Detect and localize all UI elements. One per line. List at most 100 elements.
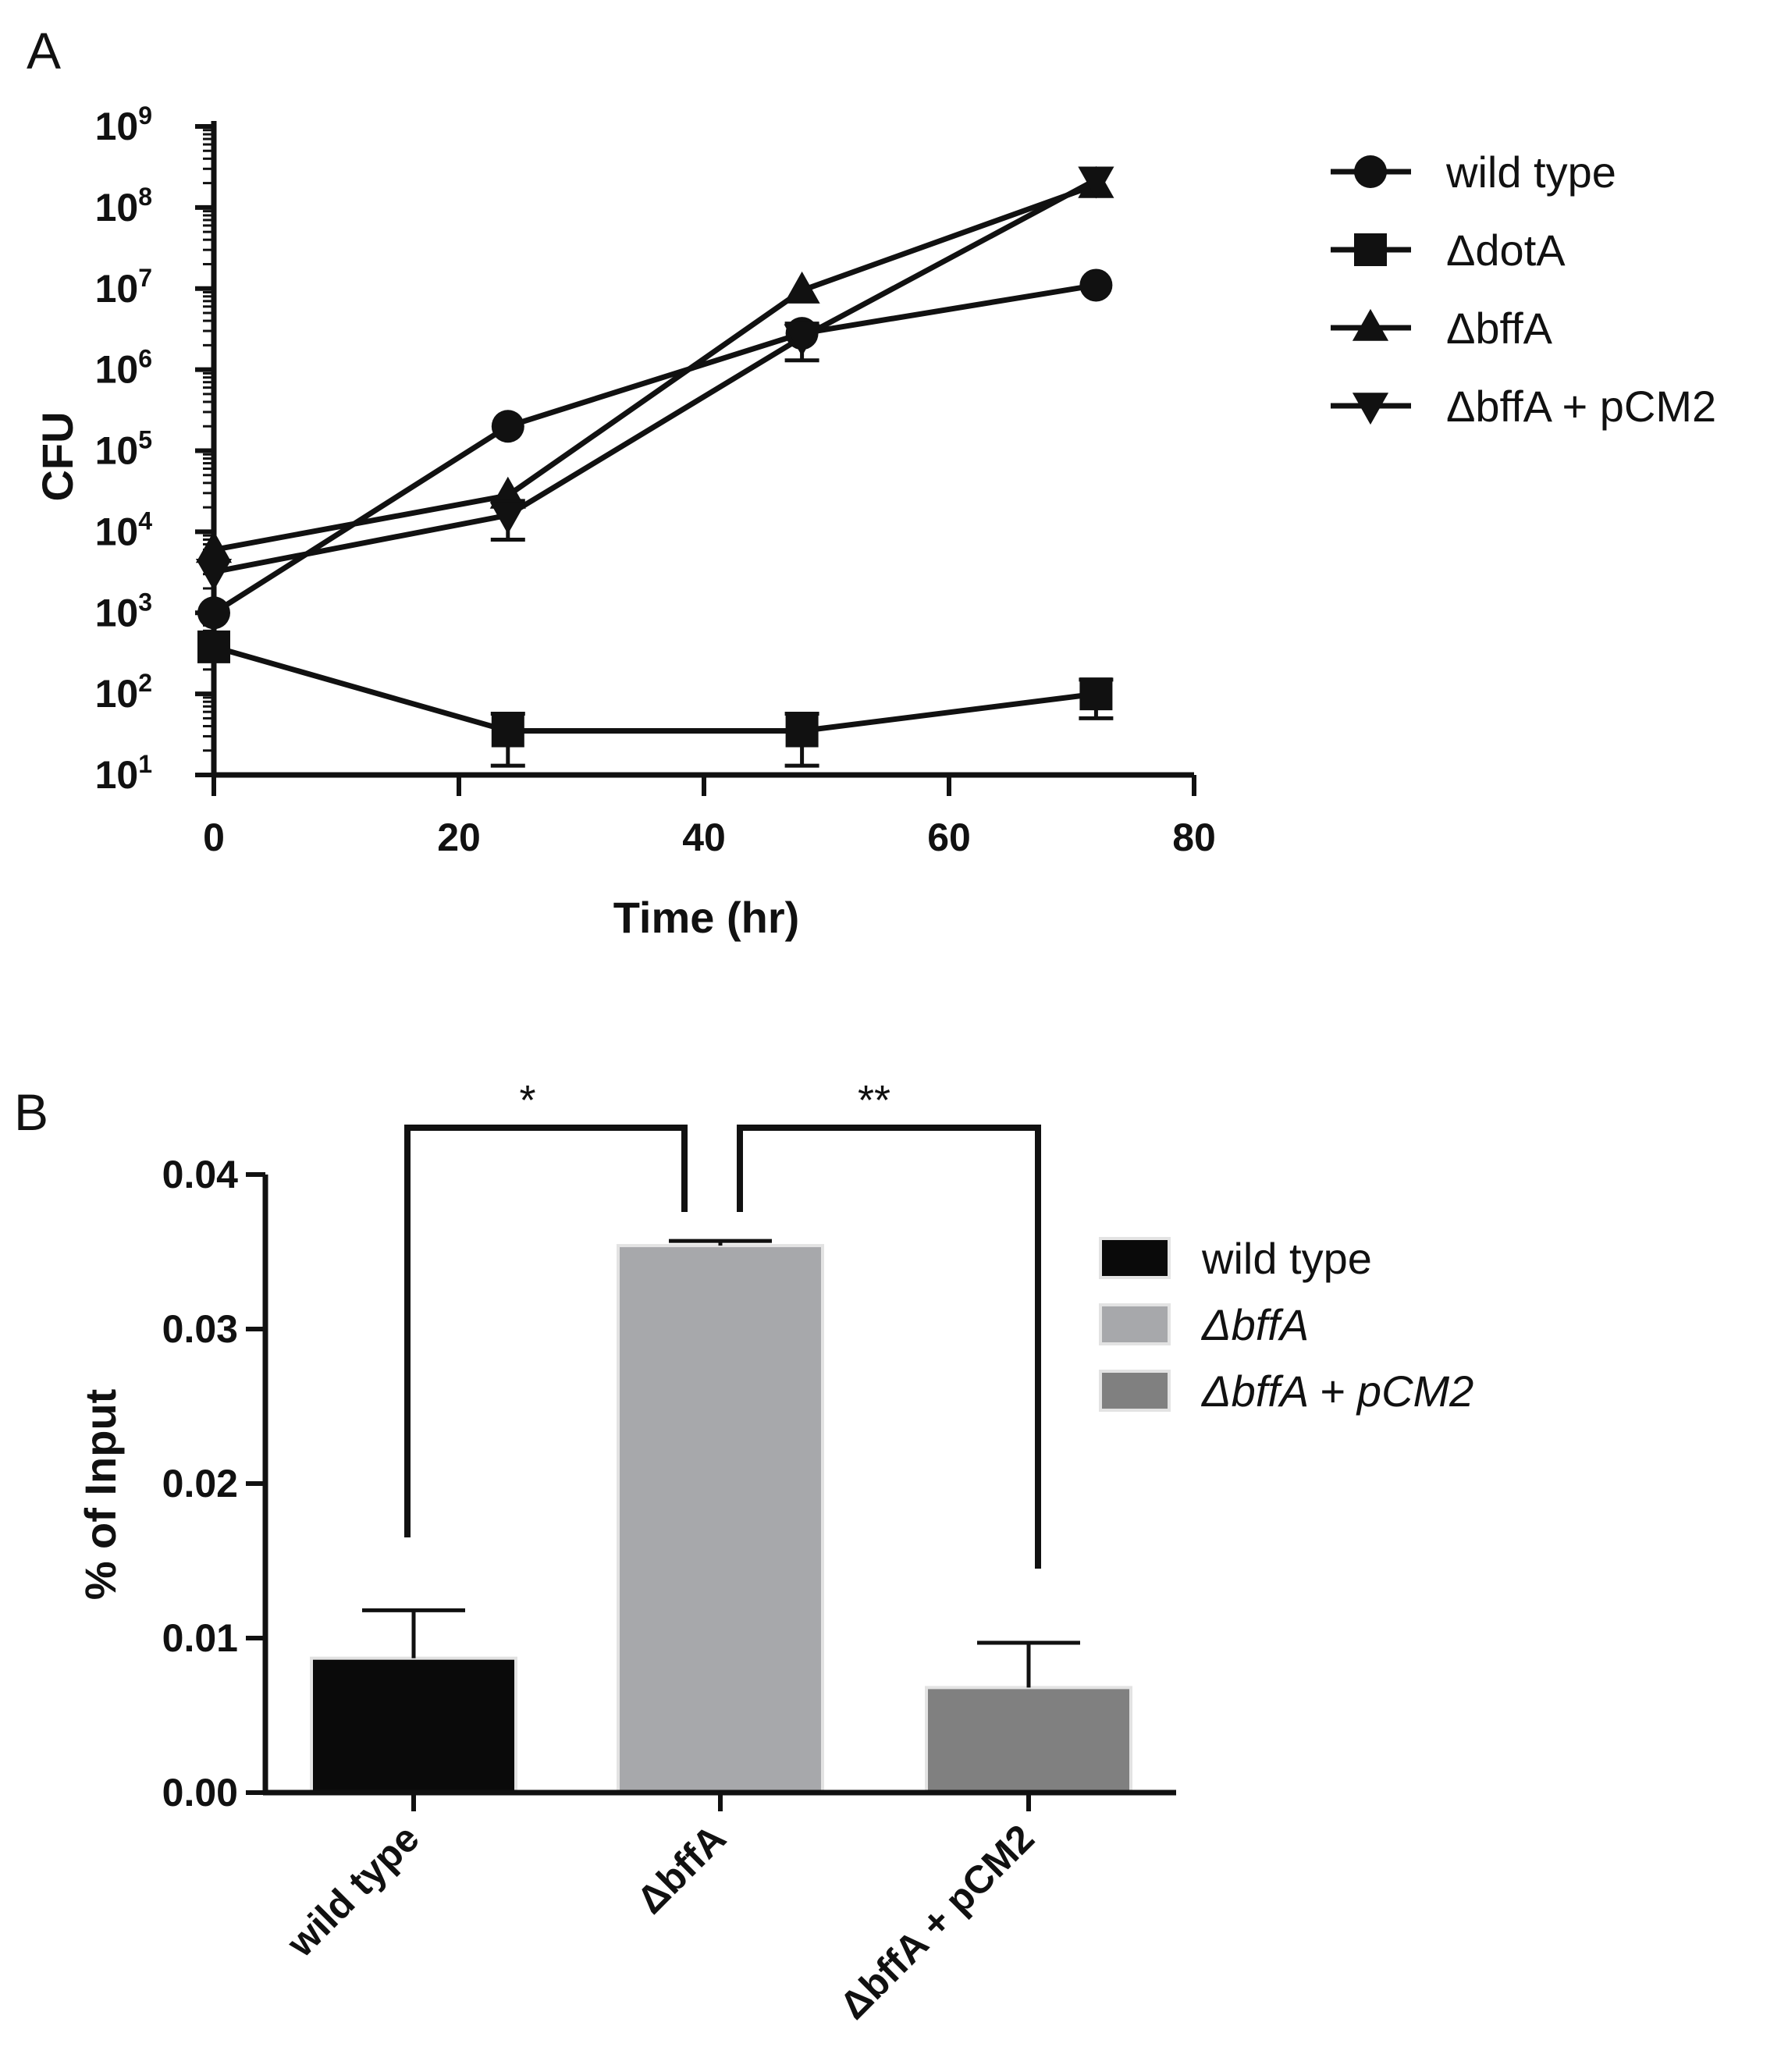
y-tick-label: 0.01 [162,1616,238,1660]
significance-label: * [519,1077,535,1124]
data-point [784,324,820,357]
series-line [212,282,1097,616]
data-point [197,596,230,630]
panel-b-significance: * ** [404,1077,1041,1569]
y-tick-label: 0.00 [162,1771,238,1814]
data-point [1079,268,1113,302]
panel-label-b: B [14,1083,48,1141]
legend-marker [1354,155,1387,188]
y-tick-exponent: 2 [138,669,152,697]
data-point [195,531,233,563]
bar-chart-panel-b: 0.00 0.01 0.02 0.03 0.04 wild type ΔbffA ΔbffA… [76,1077,1473,2028]
category-label-wild-type: wild type [278,1816,428,1966]
bracket-line [737,1125,1041,1569]
legend-item-wild-type: wild type [1331,147,1616,197]
y-tick-exponent: 5 [138,426,152,454]
y-tick-label: 104 [95,506,153,553]
legend-label: ΔbffA + pCM2 [1446,382,1716,431]
y-tick-label: 102 [95,669,152,716]
legend-marker [1352,308,1389,341]
y-tick-label: 101 [95,750,152,797]
x-tick-label: 60 [927,816,971,859]
data-point [491,714,524,748]
panel-a-y-tick-labels: 101 102 103 104 105 106 107 108 109 [95,101,153,797]
series-deltadota [197,630,1114,768]
legend-label: wild type [1201,1234,1372,1283]
y-tick-label: 0.03 [162,1307,238,1351]
panel-b-legend: wild type ΔbffA ΔbffA + pCM2 [1099,1234,1473,1416]
data-point [1079,677,1113,711]
data-point [489,502,526,535]
legend-item-deltabffa: ΔbffA [1099,1300,1309,1349]
bar [617,1244,824,1794]
y-tick-label: 107 [95,264,152,311]
bar [310,1656,517,1794]
data-point [491,410,524,443]
y-tick-label: 106 [95,345,152,392]
series-line [213,644,1097,734]
y-tick-exponent: 6 [138,345,152,373]
legend-label: ΔbffA [1200,1300,1309,1349]
legend-item-deltabffa-pcm2: ΔbffA + pCM2 [1099,1367,1473,1416]
data-point [197,630,230,663]
bar-deltabffa-pcm2 [925,1640,1132,1795]
series-line [213,182,1097,553]
series-deltabffa-pcm2 [195,166,1114,591]
legend-swatch [1099,1237,1171,1279]
legend-item-deltabffa: ΔbffA [1331,304,1553,353]
panel-b-y-tick-labels: 0.00 0.01 0.02 0.03 0.04 [162,1153,239,1814]
legend-label: ΔdotA [1446,226,1566,275]
panel-a-y-axis-title: CFU [33,411,82,501]
y-tick-label: 109 [95,101,152,148]
x-tick-label: 0 [203,816,225,859]
y-tick-label: 0.02 [162,1462,238,1505]
data-point [1078,166,1114,199]
bar [925,1686,1132,1795]
x-tick-label: 20 [437,816,481,859]
category-label-deltabffa: ΔbffA [628,1816,734,1922]
bracket-line [404,1125,688,1537]
category-label-deltabffa-pcm2: ΔbffA + pCM2 [831,1816,1043,2028]
series-deltabffa [195,165,1114,563]
legend-swatch [1099,1370,1171,1412]
legend-item-wild-type: wild type [1099,1234,1372,1283]
panel-b-bars [310,1239,1132,1795]
data-point [784,271,820,304]
x-tick-label: 40 [682,816,726,859]
legend-swatch [1099,1303,1171,1345]
y-tick-exponent: 9 [138,101,152,130]
panel-a-ticks [195,124,1196,796]
legend-item-deltadota: ΔdotA [1331,226,1566,275]
series-wild-type [197,268,1113,630]
data-point [195,558,233,591]
panel-a-series [195,165,1114,768]
panel-b-ticks [246,1172,1031,1811]
panel-b-y-axis-title: % of Input [76,1389,125,1601]
x-tick-label: 80 [1172,816,1216,859]
y-tick-exponent: 1 [138,750,152,778]
legend-label: ΔbffA + pCM2 [1200,1367,1473,1416]
y-tick-exponent: 8 [138,183,152,211]
y-tick-label: 108 [95,183,152,229]
y-tick-label: 105 [95,426,152,473]
panel-b-category-labels: wild type ΔbffA ΔbffA + pCM2 [278,1816,1043,2028]
significance-bracket: ** [737,1077,1041,1569]
legend-label: ΔbffA [1446,304,1553,353]
line-chart-panel-a: 101 102 103 104 105 106 107 108 109 0 20 40 60 80 Ti… [33,101,1716,942]
y-tick-exponent: 7 [138,264,152,292]
bar-deltabffa [617,1239,824,1794]
bar-wild-type [310,1608,517,1794]
panel-a-x-tick-labels: 0 20 40 60 80 [203,816,1216,859]
panel-label-a: A [27,22,61,80]
y-tick-label: 0.04 [162,1153,239,1196]
legend-label: wild type [1445,147,1616,197]
legend-item-deltabffa-pcm2: ΔbffA + pCM2 [1331,382,1716,431]
significance-label: ** [858,1077,890,1124]
legend-marker [1354,233,1387,266]
legend-marker [1352,393,1389,425]
y-tick-exponent: 4 [138,506,152,535]
y-tick-label: 103 [95,588,152,634]
significance-bracket: * [404,1077,688,1537]
series-line [213,177,1098,575]
